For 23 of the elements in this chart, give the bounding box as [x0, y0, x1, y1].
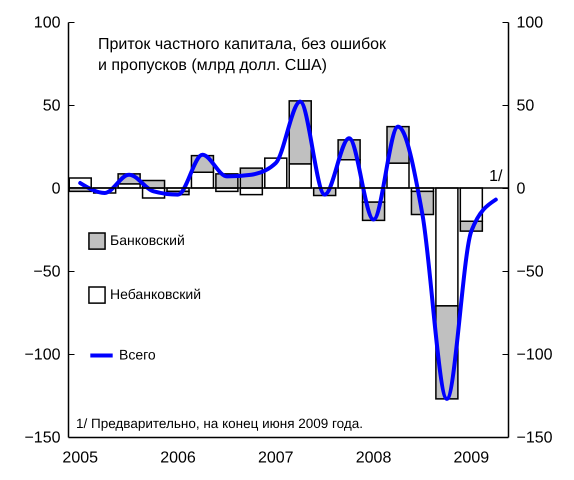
y2-tick-label: 100	[516, 14, 544, 32]
annotation: 1/ Предварительно, на конец июня 2009 года.	[76, 416, 364, 431]
legend-label: Банковский	[110, 232, 185, 248]
x-tick-label: 2005	[62, 450, 98, 466]
y-tick-label: −50	[33, 264, 61, 280]
x-tick-label: 2008	[356, 450, 392, 466]
y2-tick-label: −50	[516, 264, 544, 280]
y-tick-label: 50	[42, 98, 61, 114]
y2-tick-label: 50	[516, 98, 534, 114]
y-tick-label: 0	[52, 180, 61, 198]
y-tick-label: −100	[24, 346, 61, 364]
x-tick-label: 2006	[160, 450, 196, 466]
legend-label: Всего	[119, 346, 156, 362]
annotation: 1/	[489, 168, 504, 185]
y-tick-label: −150	[24, 430, 61, 446]
y2-tick-label: −100	[516, 346, 553, 364]
legend-label: Небанковский	[110, 286, 202, 302]
x-tick-label: 2007	[258, 450, 294, 466]
x-tick-label: 2009	[454, 450, 490, 466]
y2-tick-label: 0	[516, 180, 526, 198]
text: Приток частного капитала, без ошибок и пропусков (млрд долл. США)	[98, 36, 388, 74]
y2-tick-label: −150	[516, 430, 553, 446]
y-tick-label: 100	[34, 14, 61, 32]
